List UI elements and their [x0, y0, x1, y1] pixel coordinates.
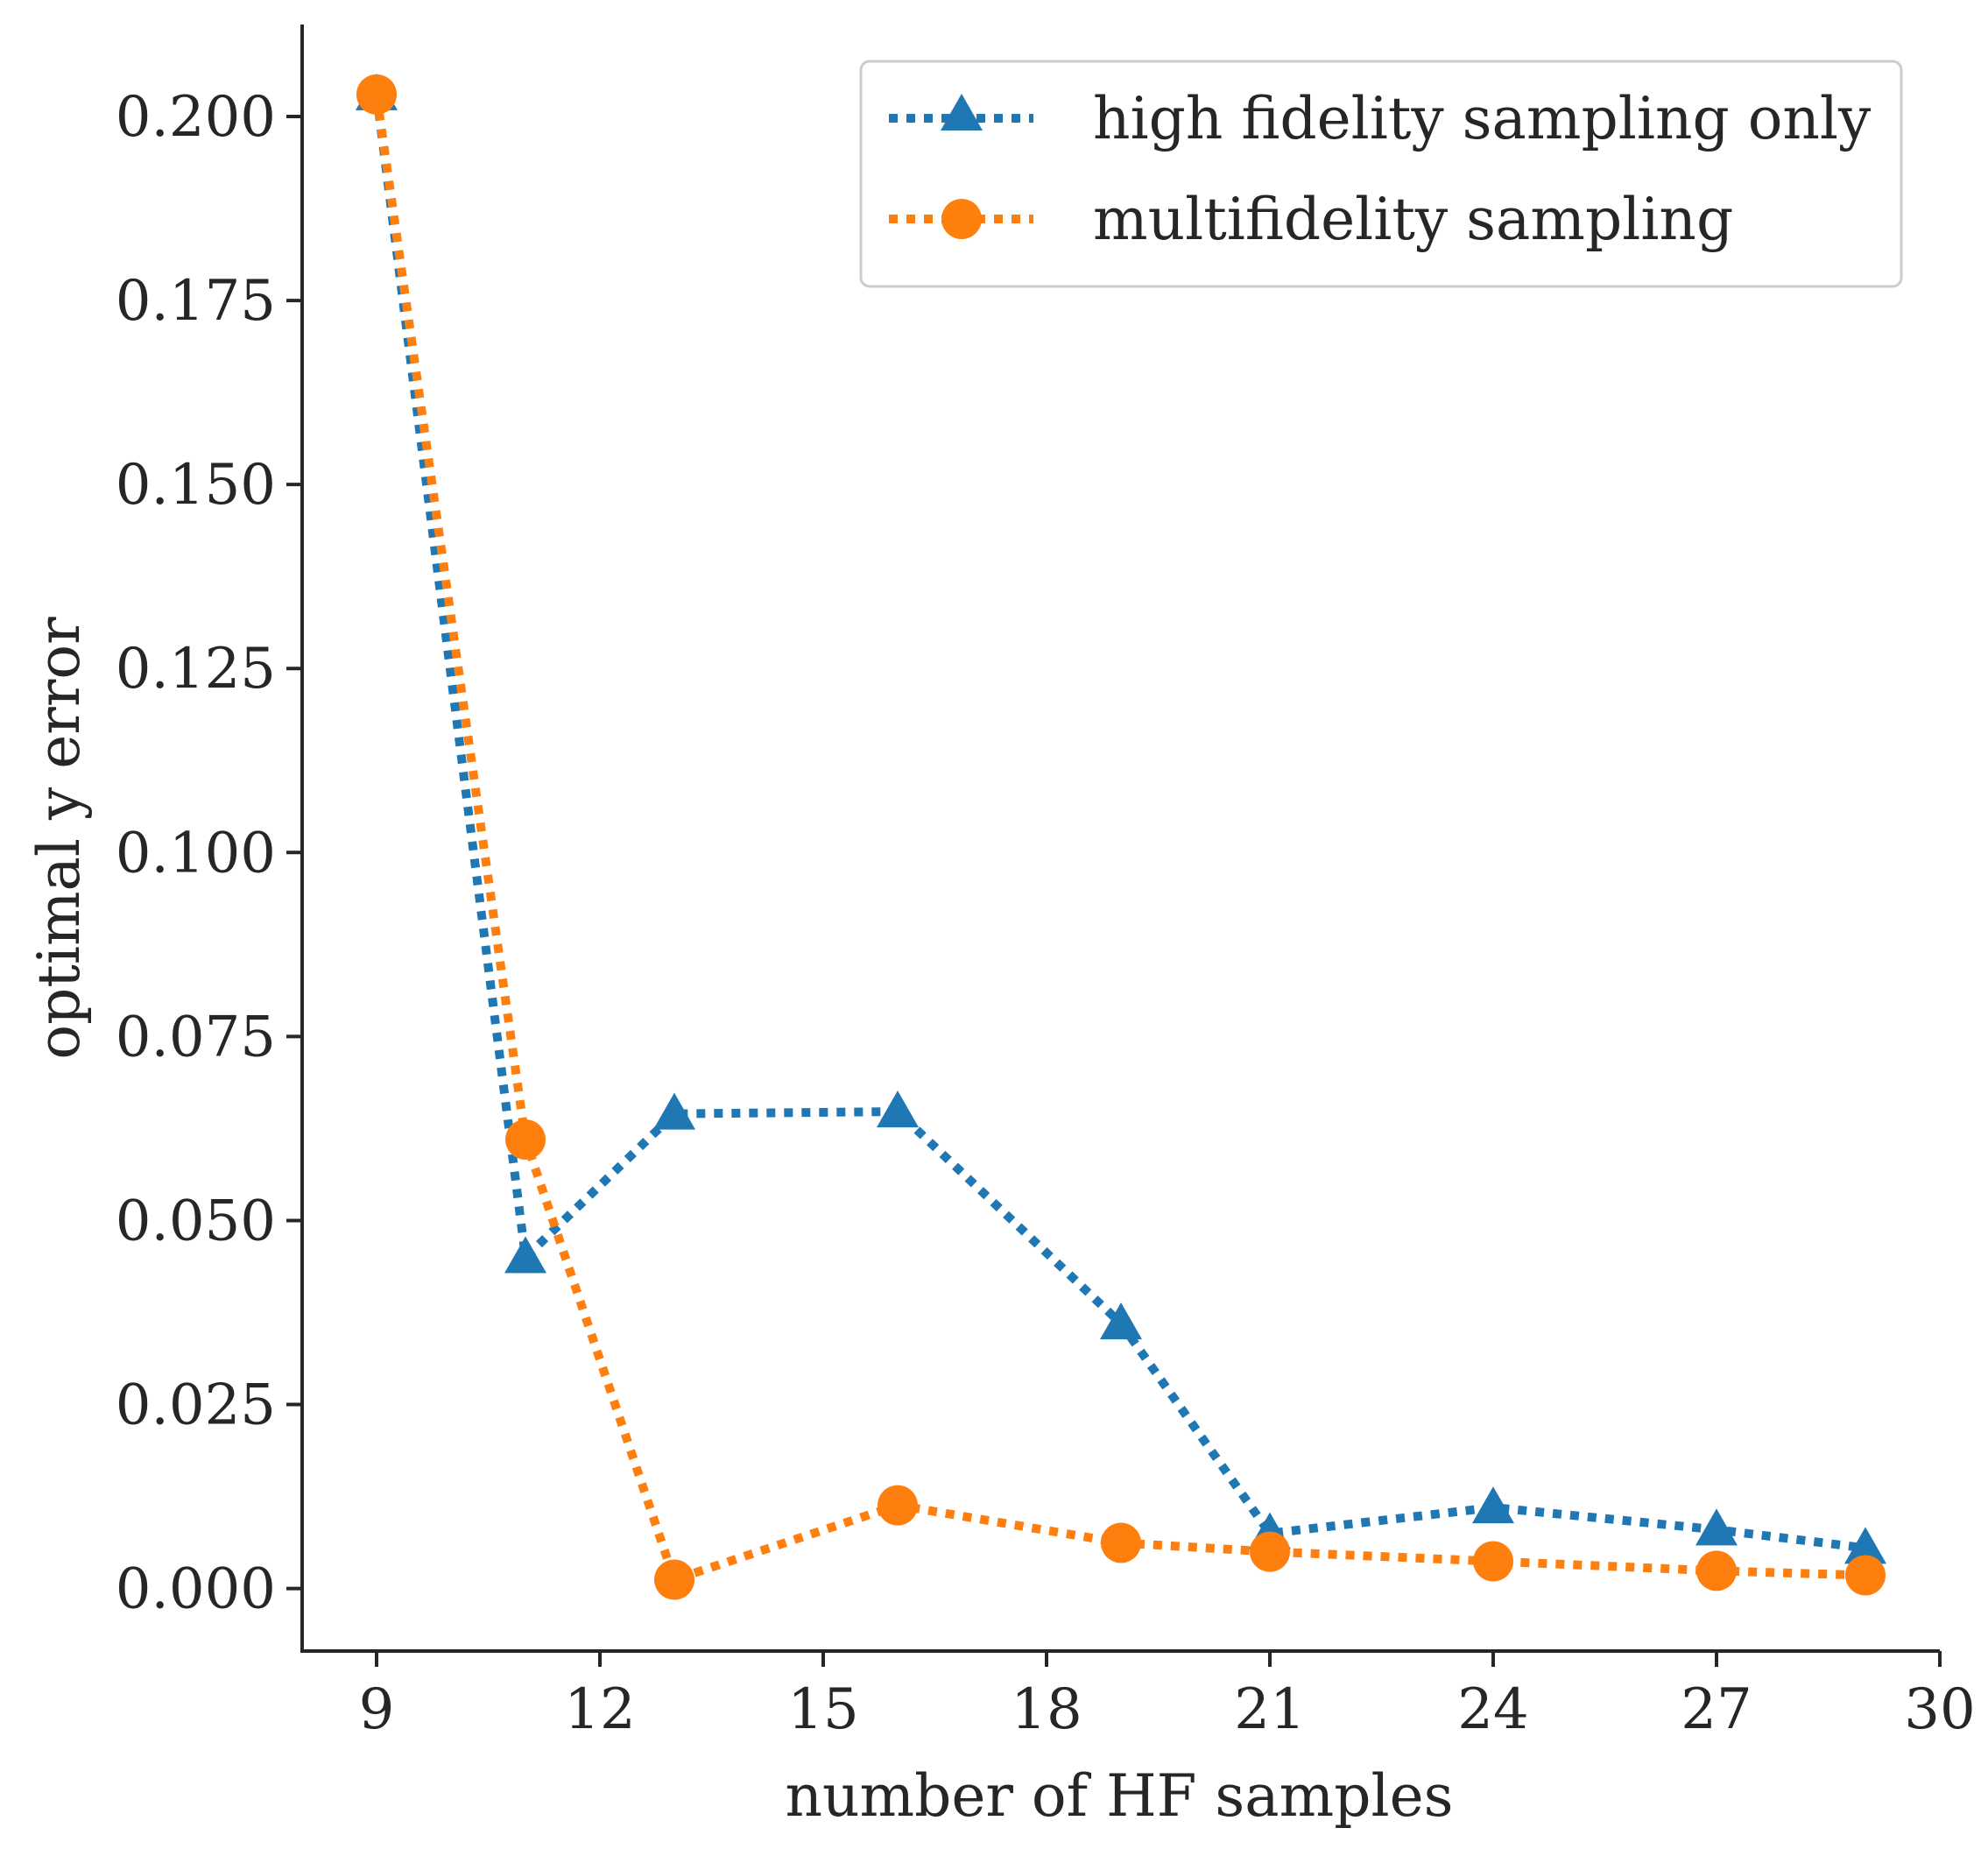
data-point-triangle — [1844, 1527, 1886, 1564]
y-tick-label: 0.200 — [116, 85, 276, 150]
legend-frame — [859, 60, 1903, 288]
y-tick-label: 0.000 — [116, 1557, 276, 1622]
y-tick-label: 0.050 — [116, 1189, 276, 1253]
x-tick-label: 24 — [1457, 1677, 1528, 1742]
legend-marker-circle — [941, 199, 982, 239]
y-tick-label: 0.100 — [116, 821, 276, 886]
y-tick-label: 0.025 — [116, 1373, 276, 1438]
data-point-circle — [654, 1559, 694, 1600]
data-point-triangle — [504, 1236, 546, 1274]
x-tick-label: 9 — [359, 1677, 395, 1742]
data-point-triangle — [1472, 1486, 1514, 1524]
y-tick-label: 0.125 — [116, 637, 276, 702]
data-point-circle — [1845, 1555, 1886, 1596]
x-axis-label: number of HF samples — [786, 1762, 1454, 1830]
axes — [300, 25, 1940, 1653]
data-point-circle — [878, 1485, 918, 1526]
data-point-triangle — [1100, 1302, 1142, 1340]
x-ticks: 9 12 15 18 21 24 27 30 — [359, 1651, 1976, 1742]
y-axis-label: optimal y error — [25, 617, 93, 1060]
data-point-triangle — [877, 1090, 919, 1128]
x-tick-label: 15 — [787, 1677, 858, 1742]
data-point-circle — [1696, 1550, 1737, 1591]
legend-label-multifidelity: multifidelity sampling — [1093, 186, 1733, 253]
data-point-circle — [1101, 1522, 1141, 1563]
data-point-triangle — [1695, 1508, 1738, 1546]
x-tick-label: 30 — [1904, 1677, 1975, 1742]
x-tick-label: 27 — [1681, 1677, 1752, 1742]
x-tick-label: 12 — [564, 1677, 635, 1742]
y-tick-label: 0.150 — [116, 453, 276, 518]
data-point-triangle — [653, 1092, 695, 1130]
data-point-circle — [505, 1119, 546, 1161]
x-tick-label: 21 — [1234, 1677, 1305, 1742]
data-point-circle — [356, 74, 397, 115]
x-tick-label: 18 — [1011, 1677, 1082, 1742]
y-ticks: 0.000 0.025 0.050 0.075 0.100 0.125 0.150 0.175… — [116, 85, 302, 1622]
legend-marker-triangle — [941, 94, 983, 131]
y-tick-label: 0.075 — [116, 1005, 276, 1069]
data-point-circle — [1250, 1531, 1290, 1572]
legend: high fidelity sampling only multifidelit… — [859, 60, 1903, 288]
legend-label-high-fidelity: high fidelity sampling only — [1093, 85, 1872, 152]
y-tick-label: 0.175 — [116, 269, 276, 334]
data-point-circle — [1473, 1541, 1513, 1582]
series-markers — [356, 73, 1886, 1600]
